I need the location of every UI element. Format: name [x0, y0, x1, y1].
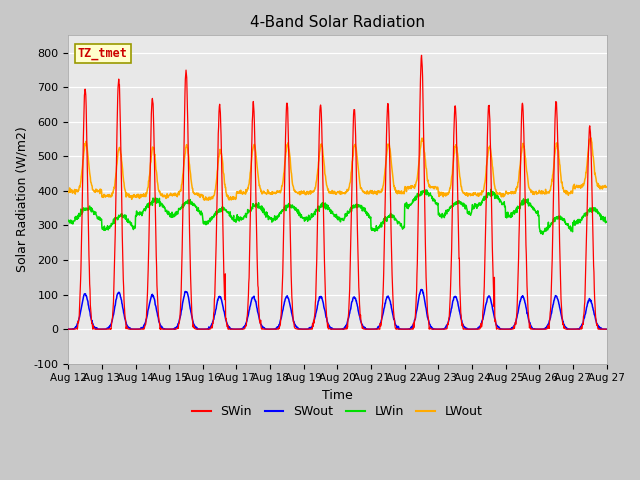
- Title: 4-Band Solar Radiation: 4-Band Solar Radiation: [250, 15, 425, 30]
- Text: TZ_tmet: TZ_tmet: [78, 47, 128, 60]
- Legend: SWin, SWout, LWin, LWout: SWin, SWout, LWin, LWout: [187, 400, 488, 423]
- X-axis label: Time: Time: [322, 389, 353, 402]
- Y-axis label: Solar Radiation (W/m2): Solar Radiation (W/m2): [15, 127, 28, 273]
